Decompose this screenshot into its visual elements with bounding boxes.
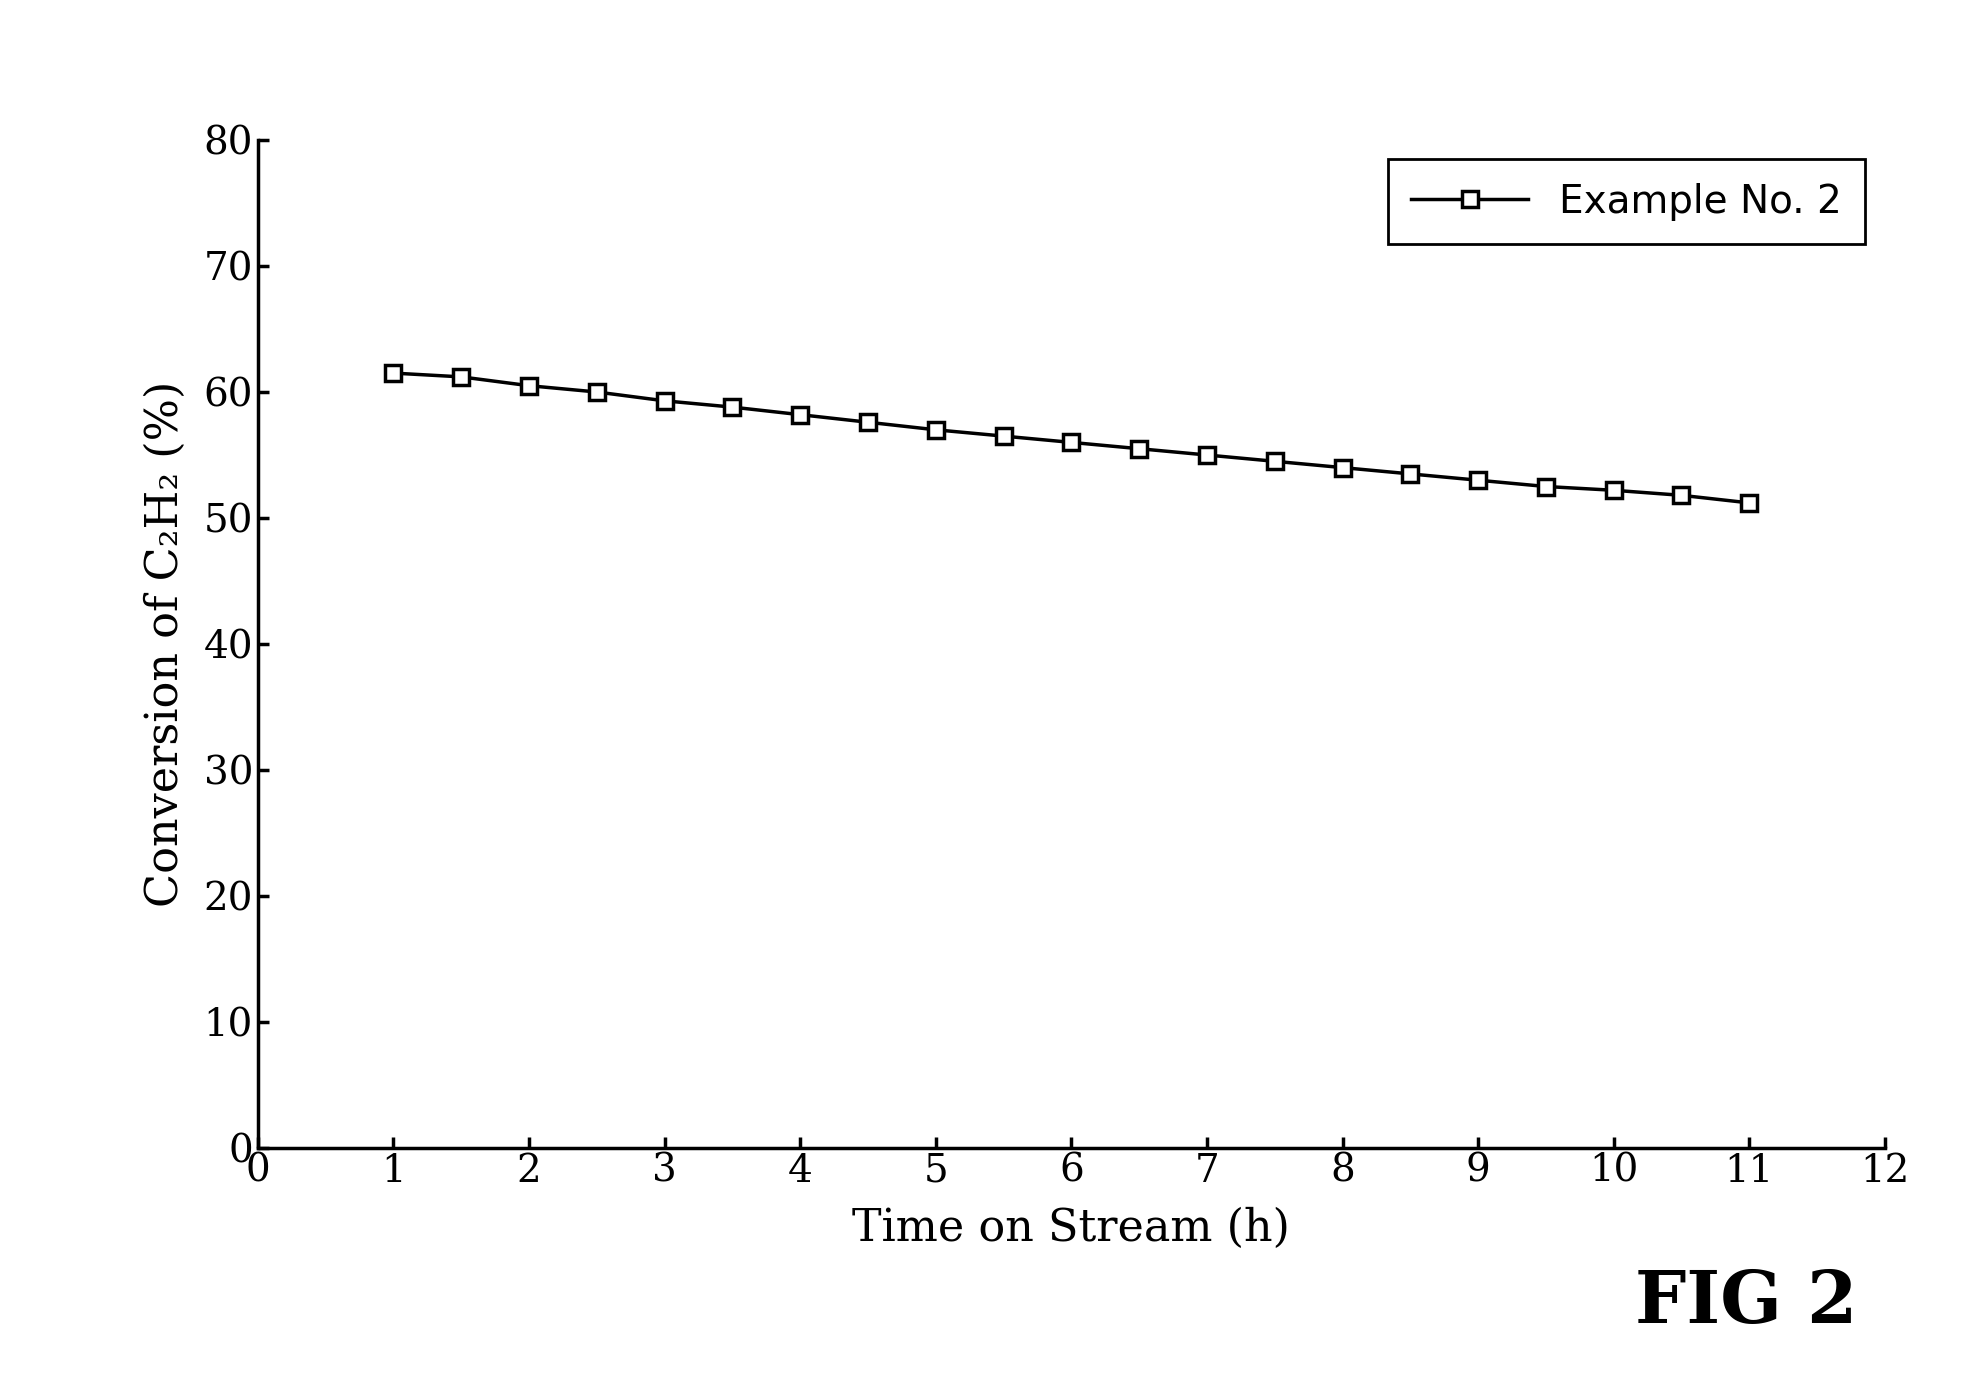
Example No. 2	[1331, 459, 1355, 476]
Example No. 2	[788, 406, 811, 423]
X-axis label: Time on Stream (h): Time on Stream (h)	[853, 1207, 1290, 1250]
Example No. 2	[448, 368, 472, 385]
Line: Example No. 2: Example No. 2	[385, 365, 1758, 511]
Example No. 2	[653, 392, 677, 409]
Example No. 2	[1399, 465, 1423, 482]
Example No. 2	[381, 365, 405, 382]
Example No. 2	[992, 428, 1016, 445]
Example No. 2	[720, 399, 744, 416]
Example No. 2	[1534, 479, 1557, 496]
Example No. 2	[1262, 454, 1286, 470]
Example No. 2	[1127, 441, 1151, 458]
Legend: Example No. 2: Example No. 2	[1389, 160, 1865, 244]
Text: FIG 2: FIG 2	[1635, 1267, 1857, 1337]
Example No. 2	[1671, 487, 1694, 504]
Example No. 2	[1059, 434, 1083, 451]
Example No. 2	[857, 414, 881, 431]
Example No. 2	[1601, 482, 1625, 498]
Example No. 2	[585, 384, 609, 400]
Example No. 2	[1466, 472, 1490, 489]
Example No. 2	[518, 378, 542, 395]
Y-axis label: Conversion of C₂H₂ (%): Conversion of C₂H₂ (%)	[143, 381, 186, 907]
Example No. 2	[1738, 494, 1762, 511]
Example No. 2	[1194, 447, 1218, 463]
Example No. 2	[925, 421, 948, 438]
